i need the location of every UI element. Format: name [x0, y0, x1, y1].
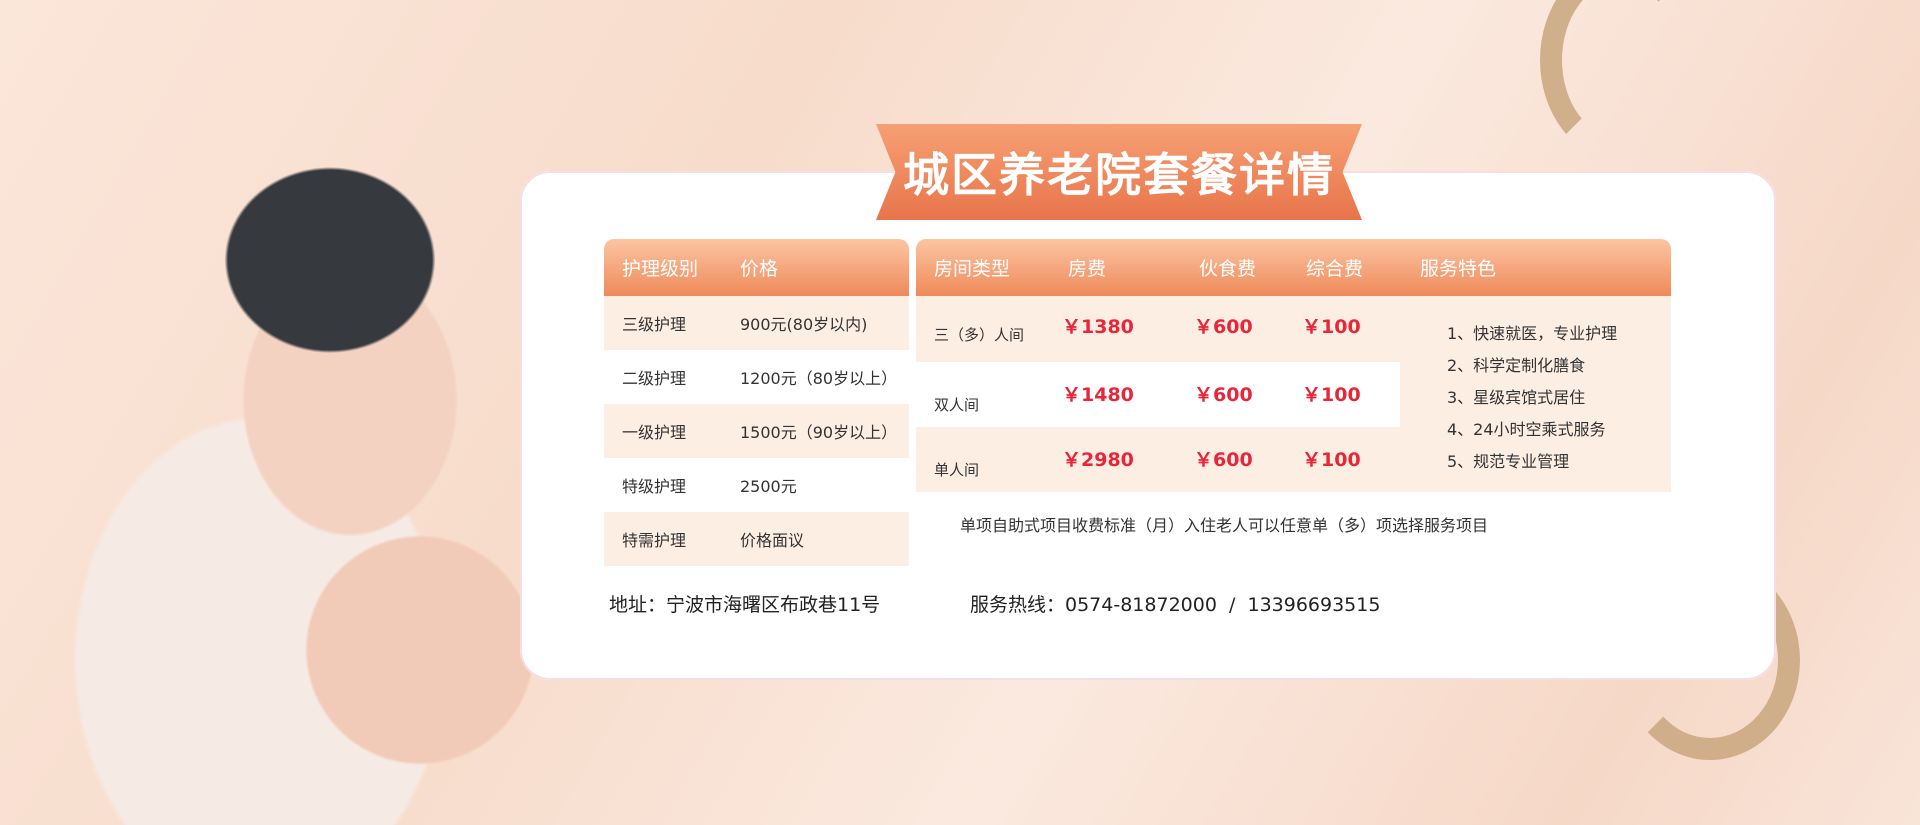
room-table: 房间类型 房费 伙食费 综合费 服务特色 三（多）人间 ￥1380 ￥600 ￥100…	[916, 239, 1671, 555]
table-row: 特级护理 2500元	[604, 458, 909, 512]
general-fee: ￥100	[1302, 449, 1361, 471]
header-meal-fee: 伙食费	[1199, 258, 1257, 280]
room-table-header: 房间类型 房费 伙食费 综合费 服务特色	[916, 239, 1671, 296]
meal-fee: ￥600	[1194, 316, 1253, 338]
meal-fee: ￥600	[1194, 384, 1253, 406]
room-type: 单人间	[934, 461, 980, 479]
room-type: 双人间	[934, 396, 980, 414]
header-features: 服务特色	[1420, 258, 1497, 280]
header-room-fee: 房费	[1068, 258, 1107, 280]
care-level: 三级护理	[622, 315, 687, 334]
care-level: 二级护理	[622, 369, 687, 388]
care-level: 特需护理	[622, 531, 687, 550]
general-fee: ￥100	[1302, 316, 1361, 338]
care-price: 价格面议	[740, 531, 805, 550]
feature-item: 2、科学定制化膳食	[1447, 356, 1586, 375]
table-row: 三（多）人间 ￥1380 ￥600 ￥100	[916, 296, 1400, 362]
room-fee: ￥1380	[1062, 316, 1134, 338]
header-room-type: 房间类型	[934, 258, 1011, 280]
care-level: 特级护理	[622, 477, 687, 496]
features-list: 1、快速就医，专业护理 2、科学定制化膳食 3、星级宾馆式居住 4、24小时空乘…	[1447, 318, 1617, 478]
care-price: 1500元（90岁以上）	[740, 423, 898, 442]
meal-fee: ￥600	[1194, 449, 1253, 471]
feature-item: 5、规范专业管理	[1447, 452, 1570, 471]
hotline: 服务热线：0574-81872000 / 13396693515	[970, 594, 1381, 616]
feature-item: 3、星级宾馆式居住	[1447, 388, 1586, 407]
care-price: 1200元（80岁以上）	[740, 369, 898, 388]
feature-item: 1、快速就医，专业护理	[1447, 324, 1618, 343]
ribbon-decoration	[1540, 0, 1700, 160]
room-fee: ￥2980	[1062, 449, 1134, 471]
room-type: 三（多）人间	[934, 326, 1025, 344]
table-row: 单人间 ￥2980 ￥600 ￥100	[916, 427, 1400, 492]
address: 地址：宁波市海曙区布政巷11号	[609, 594, 881, 616]
note-text: 单项自助式项目收费标准（月）入住老人可以任意单（多）项选择服务项目	[960, 515, 1489, 535]
table-row: 特需护理 价格面议	[604, 512, 909, 566]
care-level: 一级护理	[622, 423, 687, 442]
page-title: 城区养老院套餐详情	[876, 124, 1362, 220]
general-fee: ￥100	[1302, 384, 1361, 406]
header-price: 价格	[740, 258, 779, 280]
table-row: 三级护理 900元(80岁以内)	[604, 296, 909, 350]
header-care-level: 护理级别	[622, 258, 699, 280]
header-general-fee: 综合费	[1306, 258, 1364, 280]
room-fee: ￥1480	[1062, 384, 1134, 406]
note-row: 单项自助式项目收费标准（月）入住老人可以任意单（多）项选择服务项目	[916, 492, 1671, 555]
care-table-header: 护理级别 价格	[604, 239, 909, 296]
caregiver-baby-photo	[0, 60, 600, 825]
care-price: 2500元	[740, 477, 797, 496]
feature-item: 4、24小时空乘式服务	[1447, 420, 1606, 439]
table-row: 双人间 ￥1480 ￥600 ￥100	[916, 362, 1400, 427]
table-row: 二级护理 1200元（80岁以上）	[604, 350, 909, 404]
table-row: 一级护理 1500元（90岁以上）	[604, 404, 909, 458]
care-price: 900元(80岁以内)	[740, 315, 868, 334]
care-level-table: 护理级别 价格 三级护理 900元(80岁以内) 二级护理 1200元（80岁以上）…	[604, 239, 909, 566]
